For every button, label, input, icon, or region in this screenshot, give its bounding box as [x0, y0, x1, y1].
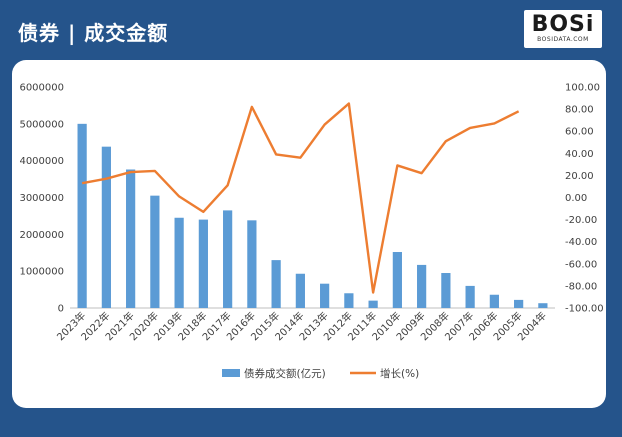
y-left-tick-label: 3000000: [19, 193, 64, 204]
footer-bar: [0, 410, 622, 437]
line-series: [81, 102, 520, 294]
chart: 0 1000000 2000000 3000000 4000000 5000000 6000…: [19, 83, 604, 381]
y-right-tick-label: -60.00: [565, 259, 597, 270]
y-left-tick-label: 5000000: [19, 119, 64, 130]
bar: [514, 299, 524, 308]
bar: [198, 219, 208, 308]
y-right-tick-label: 20.00: [565, 171, 594, 182]
bar: [489, 294, 499, 308]
bar: [174, 217, 184, 308]
bar: [538, 303, 548, 308]
bar: [465, 285, 475, 308]
bar-series: [77, 123, 548, 308]
page-title: 债券 | 成交金额: [18, 21, 169, 45]
growth-line: [81, 102, 520, 294]
bar: [320, 283, 330, 308]
bar: [441, 273, 451, 308]
y-left-tick-label: 0: [58, 304, 64, 315]
bar: [368, 300, 378, 308]
y-left-tick-label: 1000000: [19, 267, 64, 278]
bar: [101, 146, 111, 308]
bar: [77, 123, 87, 308]
bosi-logo: BOSi BOSIDATA.COM: [524, 10, 602, 48]
bar: [223, 210, 233, 308]
y-right-tick-label: 0.00: [565, 193, 587, 204]
y-left-tick-label: 4000000: [19, 156, 64, 167]
legend-bar-swatch: [222, 369, 240, 377]
logo-subtext: BOSIDATA.COM: [537, 36, 589, 43]
y-right-tick-label: 60.00: [565, 127, 594, 138]
y-right-tick-label: 80.00: [565, 105, 594, 116]
y-left-tick-label: 6000000: [19, 83, 64, 94]
header: 债券 | 成交金额 BOSi BOSIDATA.COM: [0, 0, 622, 58]
y-left-tick-label: 2000000: [19, 230, 64, 241]
legend-line-label: 增长(%): [380, 367, 419, 380]
bar: [344, 293, 354, 308]
y-right-tick-label: -20.00: [565, 215, 597, 226]
bar: [392, 252, 402, 308]
y-right-tick-label: -80.00: [565, 281, 597, 292]
y-right-tick-label: 40.00: [565, 149, 594, 160]
chart-legend: 债券成交额(亿元) 增长(%): [222, 367, 419, 380]
bar: [417, 264, 427, 308]
logo-text: BOSi: [531, 12, 595, 37]
bar: [295, 273, 305, 308]
y-right-tick-label: -40.00: [565, 237, 597, 248]
legend-bar-label: 债券成交额(亿元): [244, 367, 326, 380]
y-right-tick-label: -100.00: [565, 304, 604, 315]
chart-panel: 0 1000000 2000000 3000000 4000000 5000000 6000…: [12, 60, 606, 408]
bar: [247, 220, 257, 308]
bar: [150, 195, 160, 308]
y-right-tick-label: 100.00: [565, 83, 600, 94]
bar: [271, 260, 281, 308]
bar: [126, 169, 136, 308]
